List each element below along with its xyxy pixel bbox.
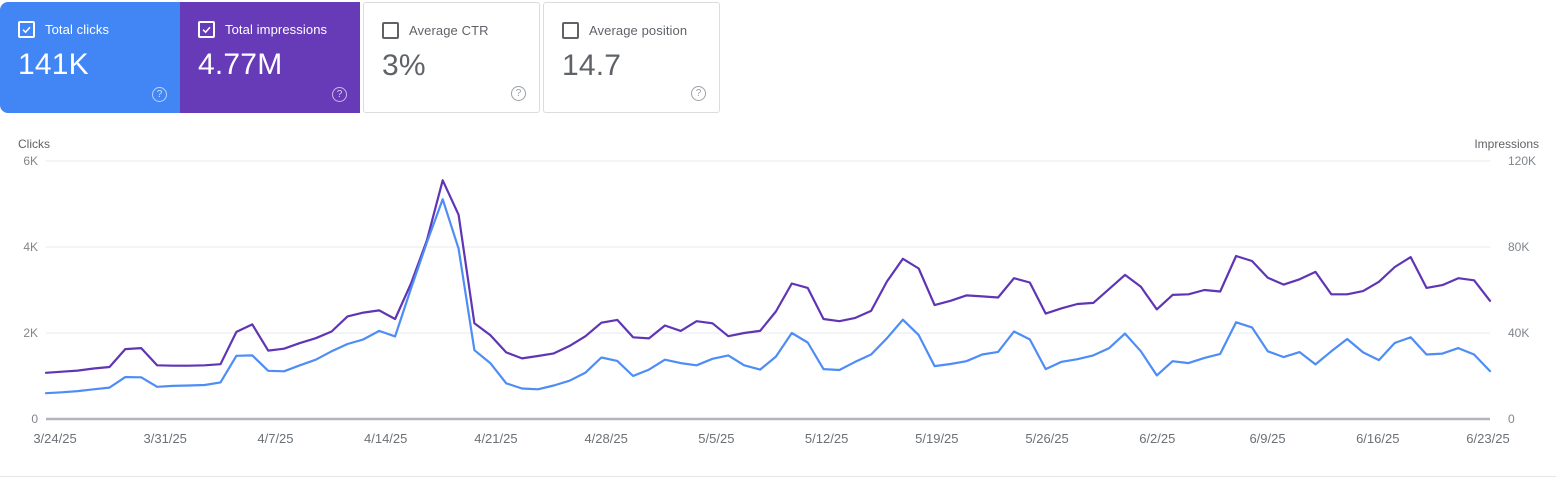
x-axis-tick: 4/14/25 <box>364 431 408 446</box>
help-icon[interactable]: ? <box>332 87 347 102</box>
card-header: Total impressions <box>198 21 344 38</box>
total-impressions-checkbox[interactable] <box>198 21 215 38</box>
series-line-clicks[interactable] <box>44 198 1492 395</box>
checkmark-icon <box>22 26 31 34</box>
help-icon[interactable]: ? <box>152 87 167 102</box>
left-axis-title: Clicks <box>18 137 50 151</box>
x-axis-tick: 6/23/25 <box>1466 431 1510 446</box>
x-axis-tick: 5/19/25 <box>915 431 959 446</box>
left-axis-tick: 4K <box>23 240 38 254</box>
x-axis-tick: 6/16/25 <box>1356 431 1400 446</box>
total-clicks-value: 141K <box>18 48 89 81</box>
x-axis-tick: 6/2/25 <box>1139 431 1176 446</box>
left-axis-tick: 0 <box>31 412 38 426</box>
average-position-value: 14.7 <box>562 49 622 82</box>
card-header: Average position <box>562 22 703 39</box>
right-axis-tick: 80K <box>1508 240 1530 254</box>
left-axis-tick: 6K <box>23 154 38 168</box>
average-ctr-value: 3% <box>382 49 426 82</box>
x-axis-tick: 5/26/25 <box>1025 431 1069 446</box>
help-icon[interactable]: ? <box>511 86 526 101</box>
total-impressions-value: 4.77M <box>198 48 283 81</box>
x-axis-tick: 4/21/25 <box>474 431 518 446</box>
metric-cards-row: Total clicks 141K ? Total impressions 4.… <box>0 2 720 113</box>
card-label: Total impressions <box>225 22 328 37</box>
checkmark-icon <box>202 26 211 34</box>
x-axis-tick: 6/9/25 <box>1249 431 1286 446</box>
help-icon[interactable]: ? <box>691 86 706 101</box>
right-axis-tick: 0 <box>1508 412 1515 426</box>
card-label: Total clicks <box>45 22 110 37</box>
right-axis-title: Impressions <box>1474 137 1539 151</box>
average-position-checkbox[interactable] <box>562 22 579 39</box>
series-line-impressions[interactable] <box>44 179 1492 374</box>
x-axis-tick: 3/31/25 <box>143 431 187 446</box>
left-axis-tick: 2K <box>23 326 38 340</box>
card-label: Average CTR <box>409 23 489 38</box>
card-header: Total clicks <box>18 21 164 38</box>
metric-card-average-ctr[interactable]: Average CTR 3% ? <box>363 2 540 113</box>
total-clicks-checkbox[interactable] <box>18 21 35 38</box>
x-axis-tick: 3/24/25 <box>33 431 77 446</box>
metric-card-total-impressions[interactable]: Total impressions 4.77M ? <box>180 2 360 113</box>
average-ctr-checkbox[interactable] <box>382 22 399 39</box>
card-label: Average position <box>589 23 688 38</box>
metric-card-total-clicks[interactable]: Total clicks 141K ? <box>0 2 180 113</box>
right-axis-tick: 40K <box>1508 326 1530 340</box>
card-header: Average CTR <box>382 22 523 39</box>
x-axis-tick: 5/12/25 <box>804 431 849 446</box>
x-axis-tick: 4/28/25 <box>584 431 628 446</box>
x-axis-tick: 4/7/25 <box>257 431 294 446</box>
right-axis-tick: 120K <box>1508 154 1537 168</box>
metric-card-average-position[interactable]: Average position 14.7 ? <box>543 2 720 113</box>
x-axis-tick: 5/5/25 <box>698 431 735 446</box>
